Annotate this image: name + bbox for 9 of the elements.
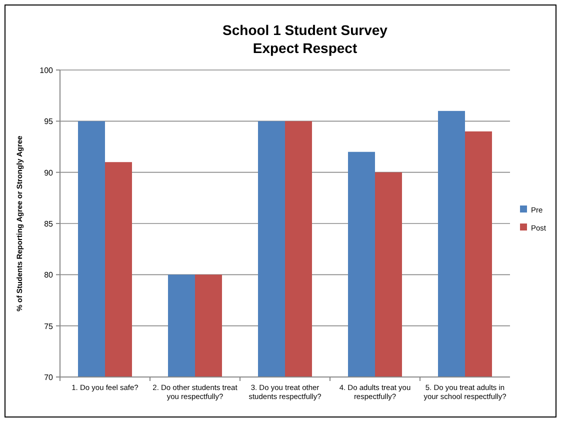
y-tick-label: 70 [44, 373, 54, 382]
y-tick-label: 80 [44, 270, 54, 280]
y-tick-label: 95 [44, 117, 54, 126]
y-tick-label: 85 [44, 220, 54, 228]
chart-title: School 1 Student Survey [222, 22, 388, 38]
y-tick-label: 100 [40, 66, 54, 75]
y-tick-label: 75 [44, 322, 54, 331]
y-tick-label: 90 [44, 168, 54, 178]
chart-subtitle: Expect Respect [252, 40, 358, 56]
